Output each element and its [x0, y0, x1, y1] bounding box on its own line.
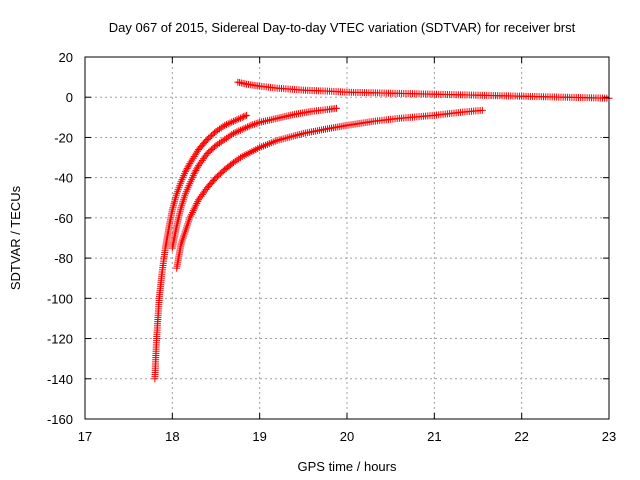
- y-tick-label: -40: [54, 171, 73, 186]
- y-tick-label: -20: [54, 130, 73, 145]
- data-point: [233, 116, 241, 124]
- data-point: [254, 119, 262, 127]
- data-point: [187, 212, 195, 220]
- y-tick-label: -160: [47, 412, 73, 427]
- x-tick-label: 20: [340, 429, 354, 444]
- data-point: [252, 120, 260, 128]
- data-point: [233, 128, 241, 136]
- data-point: [221, 121, 229, 129]
- data-point: [231, 129, 239, 137]
- data-point: [193, 165, 201, 173]
- data-point: [236, 126, 244, 134]
- data-point: [190, 153, 198, 161]
- data-point: [228, 118, 236, 126]
- data-point: [187, 158, 195, 166]
- x-tick-label: 18: [165, 429, 179, 444]
- data-point: [189, 207, 197, 215]
- data-point: [191, 203, 199, 211]
- data-points: [151, 78, 613, 383]
- data-point: [226, 119, 234, 127]
- y-axis-label: SDTVAR / TECUs: [8, 185, 23, 290]
- data-point: [181, 168, 189, 176]
- data-point: [238, 113, 246, 121]
- axis-ticks: 17 18 19 20 21 22 23 -160 -140 -120 -100 -80 -60 -40 -…: [47, 50, 616, 444]
- data-point: [229, 117, 237, 125]
- data-point: [184, 163, 192, 171]
- y-tick-label: -80: [54, 251, 73, 266]
- data-point: [241, 112, 249, 120]
- data-point: [236, 114, 244, 122]
- data-point: [478, 106, 486, 114]
- data-point: [190, 170, 198, 178]
- x-tick-label: 19: [252, 429, 266, 444]
- x-tick-label: 21: [427, 429, 441, 444]
- y-tick-label: -60: [54, 211, 73, 226]
- data-point: [186, 214, 194, 222]
- data-point: [189, 154, 197, 162]
- x-tick-label: 23: [602, 429, 616, 444]
- data-point: [240, 113, 248, 121]
- data-point: [193, 199, 201, 207]
- data-point: [224, 120, 232, 128]
- data-point: [192, 166, 200, 174]
- data-point: [250, 120, 258, 128]
- data-point: [229, 129, 237, 137]
- data-point: [188, 208, 196, 216]
- chart-title: Day 067 of 2015, Sidereal Day-to-day VTE…: [109, 20, 576, 35]
- data-point: [245, 122, 253, 130]
- x-tick-label: 22: [514, 429, 528, 444]
- data-point: [247, 121, 255, 129]
- data-point: [192, 201, 200, 209]
- data-point: [235, 115, 243, 123]
- data-point: [186, 160, 194, 168]
- data-point: [183, 164, 191, 172]
- data-point: [191, 151, 199, 159]
- data-point: [194, 198, 202, 206]
- data-point: [192, 149, 200, 157]
- data-point: [249, 121, 257, 129]
- data-point: [188, 210, 196, 218]
- data-point: [222, 121, 230, 129]
- y-tick-label: 0: [66, 90, 73, 105]
- data-point: [231, 117, 239, 125]
- data-point: [242, 124, 250, 132]
- x-axis-label: GPS time / hours: [298, 459, 397, 474]
- x-tick-label: 17: [78, 429, 92, 444]
- data-point: [240, 125, 248, 133]
- data-point: [236, 154, 244, 162]
- data-point: [191, 168, 199, 176]
- y-tick-label: -100: [47, 291, 73, 306]
- y-tick-label: -140: [47, 372, 73, 387]
- data-point: [243, 111, 251, 119]
- data-point: [235, 127, 243, 135]
- data-point: [182, 166, 190, 174]
- data-point: [238, 125, 246, 133]
- y-tick-label: -120: [47, 332, 73, 347]
- data-point: [188, 156, 196, 164]
- data-point: [333, 104, 341, 112]
- data-point: [190, 205, 198, 213]
- data-point: [243, 123, 251, 131]
- y-tick-label: 20: [59, 50, 73, 65]
